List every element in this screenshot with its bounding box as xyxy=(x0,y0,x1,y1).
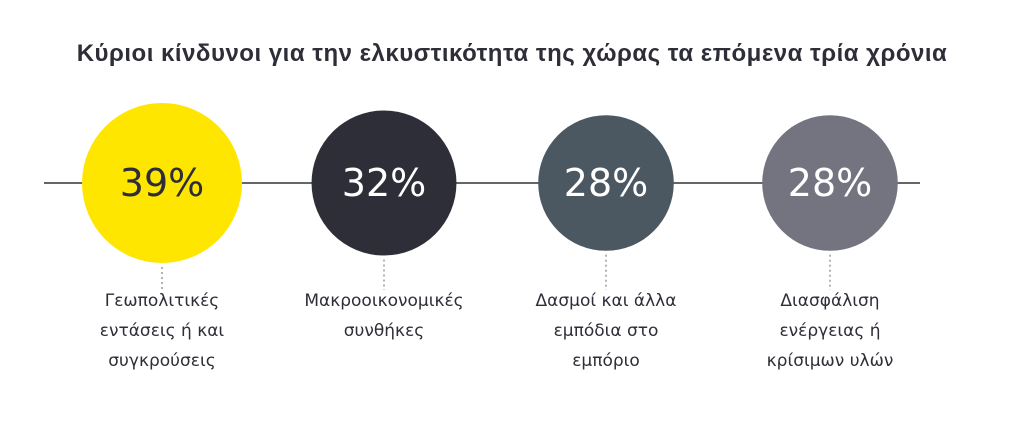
chart-title: Κύριοι κίνδυνοι για την ελκυστικότητα τη… xyxy=(76,40,948,67)
category-label-2: Μακροοικονομικές συνθήκες xyxy=(304,291,464,341)
bubble-2 xyxy=(311,110,457,256)
category-label-1: Γεωπολιτικές εντάσεις ή και συγκρούσεις xyxy=(99,291,225,371)
bubbles-group: 39% 32% 28% 28% xyxy=(82,103,898,290)
bubble-4 xyxy=(762,115,898,251)
bubble-3 xyxy=(538,115,674,251)
category-label-3: Δασμοί και άλλα εμπόδια στο εμπόριο xyxy=(535,291,677,371)
bubble-value-4: 28% xyxy=(788,161,872,205)
bubble-1 xyxy=(82,103,242,263)
bubble-value-3: 28% xyxy=(564,161,648,205)
bubble-value-1: 39% xyxy=(120,161,204,205)
category-label-4: Διασφάλιση ενέργειας ή κρίσιμων υλών xyxy=(766,291,894,371)
bubble-value-2: 32% xyxy=(342,161,426,205)
